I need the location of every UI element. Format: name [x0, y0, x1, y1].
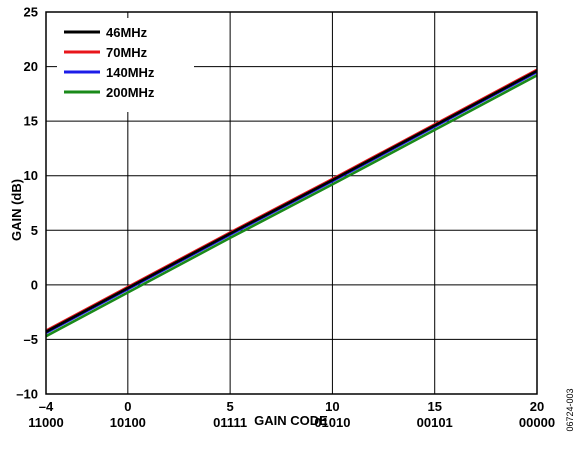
legend-label: 70MHz: [106, 45, 148, 60]
y-axis-title: GAIN (dB): [9, 179, 24, 241]
x-tick-code-label: 00101: [417, 415, 453, 430]
y-tick-label: –10: [16, 387, 38, 402]
legend: 46MHz 70MHz 140MHz 200MHz: [57, 18, 194, 112]
x-tick-label: 20: [530, 399, 544, 414]
x-tick-label: 5: [227, 399, 234, 414]
y-tick-label: 15: [24, 114, 38, 129]
series-line-46mhz: [45, 69, 538, 333]
plot-frame: [45, 11, 538, 395]
series-lines: [45, 68, 538, 338]
y-tick-label: 20: [24, 59, 38, 74]
y-tick-label: 10: [24, 168, 38, 183]
x-tick-label: –4: [39, 399, 54, 414]
legend-label: 140MHz: [106, 65, 155, 80]
legend-label: 46MHz: [106, 25, 148, 40]
x-tick-code-label: 01010: [314, 415, 350, 430]
x-tick-code-label: 11000: [28, 415, 63, 430]
figure-id: 06724-003: [565, 388, 575, 431]
y-tick-label: –5: [24, 332, 38, 347]
legend-background: [57, 18, 194, 112]
x-tick-code-label: 00000: [519, 415, 555, 430]
x-tick-code-label: 01111: [213, 415, 247, 430]
x-tick-label: 10: [325, 399, 339, 414]
x-tick-label: 15: [427, 399, 441, 414]
y-tick-label: 25: [24, 5, 38, 20]
series-line-200mhz: [45, 74, 538, 338]
x-tick-code-label: 10100: [110, 415, 146, 430]
y-tick-labels: 25 20 15 10 5 0 –5 –10: [16, 5, 38, 402]
y-tick-label: 5: [31, 223, 38, 238]
x-axis-title: GAIN CODE: [254, 413, 328, 428]
x-tick-label: 0: [124, 399, 131, 414]
legend-label: 200MHz: [106, 85, 155, 100]
y-tick-label: 0: [31, 277, 38, 292]
